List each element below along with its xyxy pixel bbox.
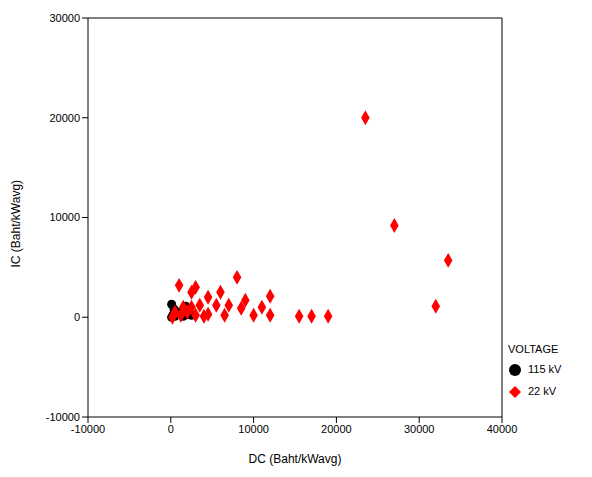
svg-text:30000: 30000 <box>404 423 435 435</box>
svg-text:IC (Baht/kWavg): IC (Baht/kWavg) <box>9 180 23 268</box>
html-text:115 kV: 115 kV <box>528 362 562 375</box>
svg-text:0: 0 <box>168 423 174 435</box>
svg-text:20000: 20000 <box>49 112 80 124</box>
html-text:VOLTAGE: VOLTAGE <box>508 342 559 355</box>
svg-text:10000: 10000 <box>49 211 80 223</box>
svg-text:40000: 40000 <box>487 423 518 435</box>
svg-text:10000: 10000 <box>238 423 269 435</box>
html-text:22 kV: 22 kV <box>528 384 557 397</box>
svg-text:-10000: -10000 <box>46 411 80 423</box>
svg-text:-10000: -10000 <box>71 423 105 435</box>
svg-text:30000: 30000 <box>49 12 80 24</box>
svg-text:0: 0 <box>74 311 80 323</box>
svg-text:DC (Baht/kWavg): DC (Baht/kWavg) <box>249 452 342 466</box>
svg-text:20000: 20000 <box>321 423 352 435</box>
